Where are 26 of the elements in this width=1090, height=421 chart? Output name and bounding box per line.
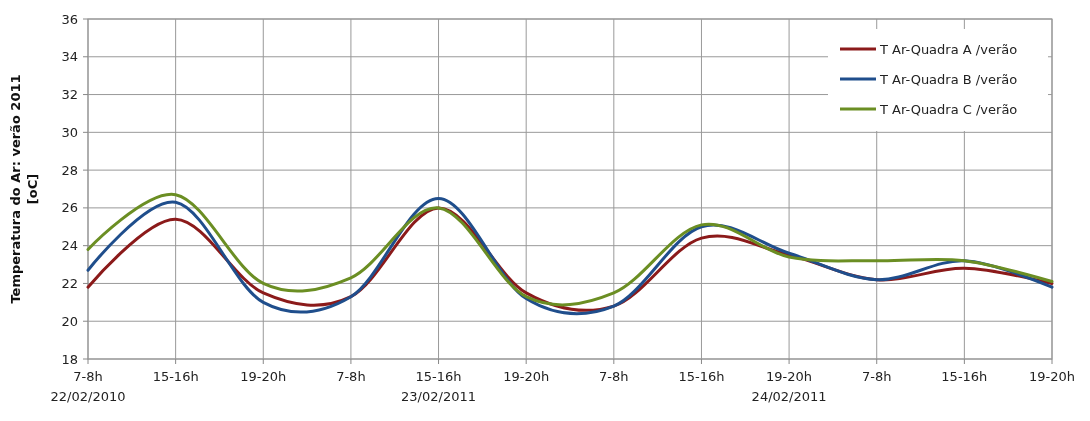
x-tick-label: 19-20h 24/02/2011	[751, 369, 827, 404]
y-tick-label: 32	[61, 87, 78, 103]
x-tick-label: 19-20h	[503, 369, 550, 384]
x-tick-label: 19-20h	[240, 369, 287, 384]
legend-label: T Ar-Quadra B /verão	[879, 71, 1018, 87]
y-axis-title: Temperatura do Ar: verão 2011 [oC]	[8, 74, 40, 304]
x-tick-label: 15-16h	[678, 369, 725, 384]
y-tick-label: 30	[61, 124, 78, 140]
y-tick-label: 18	[61, 351, 78, 367]
y-tick-label: 20	[61, 313, 78, 329]
y-tick-label: 24	[61, 238, 78, 254]
legend-label: T Ar-Quadra A /verão	[879, 41, 1018, 57]
x-tick-label: 15-16h	[152, 369, 199, 384]
x-tick-label: 7-8h	[599, 369, 629, 384]
x-tick-label: 15-16h	[941, 369, 988, 384]
y-tick-label: 26	[61, 200, 78, 216]
x-tick-label: 7-8h 22/02/2010	[50, 369, 126, 404]
y-tick-label: 36	[61, 11, 78, 27]
x-tick-label: 7-8h	[336, 369, 366, 384]
y-tick-label: 34	[61, 49, 78, 65]
legend-label: T Ar-Quadra C /verão	[879, 101, 1018, 117]
x-tick-label: 7-8h	[861, 369, 892, 384]
x-tick-label: 19-20h	[1028, 369, 1076, 384]
y-tick-label: 22	[61, 275, 78, 291]
x-tick-label: 15-16h 23/02/2011	[401, 369, 477, 404]
y-tick-label: 28	[61, 162, 78, 178]
